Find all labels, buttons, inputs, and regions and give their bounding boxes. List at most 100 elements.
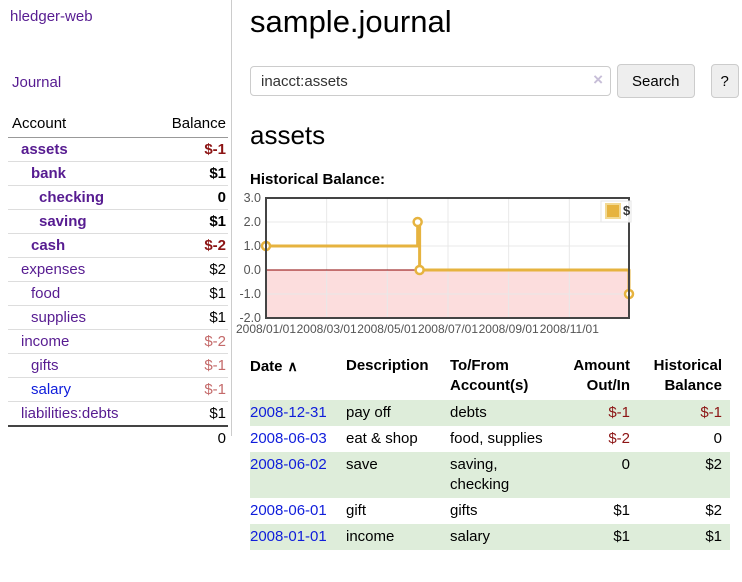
account-balance: $-1 <box>204 141 226 158</box>
chart-point <box>412 216 423 228</box>
table-row: 2008-06-02 save saving, checking 0 $2 <box>250 452 730 498</box>
account-balance: $-1 <box>150 377 228 402</box>
chart-title: Historical Balance: <box>250 171 386 188</box>
date-link[interactable]: 2008-06-01 <box>250 502 327 519</box>
txn-accounts: saving, checking <box>450 456 510 493</box>
legend-swatch <box>605 203 621 219</box>
page-title: sample.journal <box>250 4 452 39</box>
account-balance: $1 <box>150 401 228 426</box>
column-header-description: Description <box>346 357 429 374</box>
search-button[interactable]: Search <box>617 64 695 98</box>
transactions-table: Date ∧ Description To/From Account(s) Amo… <box>250 354 730 550</box>
txn-accounts: salary <box>450 528 491 545</box>
txn-balance: $1 <box>705 528 722 545</box>
y-tick-label: 0.0 <box>244 263 261 277</box>
accounts-table: Account Balance assets $-1 bank $1 check… <box>8 112 228 450</box>
account-balance: $1 <box>150 281 228 306</box>
sidebar-account-salary[interactable]: salary <box>31 381 72 398</box>
txn-balance: $2 <box>705 502 722 519</box>
accounts-header-balance: Balance <box>150 112 228 138</box>
x-tick-label: 2008/09/01 <box>479 322 539 336</box>
txn-balance: $-1 <box>700 404 722 421</box>
x-tick-label: 2008/07/01 <box>418 322 478 336</box>
column-header-amount: Amount Out/In <box>573 357 630 394</box>
account-row: gifts $-1 <box>8 353 228 378</box>
sidebar-account-expenses[interactable]: expenses <box>21 261 86 278</box>
txn-amount: $-2 <box>608 430 630 447</box>
accounts-table-header: Account Balance <box>8 112 228 138</box>
txn-balance: $2 <box>705 456 722 473</box>
account-row: income $-2 <box>8 329 228 354</box>
accounts-total-balance: 0 <box>150 425 228 450</box>
sidebar-account-income[interactable]: income <box>21 333 70 350</box>
account-balance: $1 <box>150 305 228 330</box>
accounts-total-row: 0 <box>8 425 228 450</box>
txn-amount: $-1 <box>608 404 630 421</box>
y-tick-label: 2.0 <box>244 215 261 229</box>
sidebar-account-saving[interactable]: saving <box>39 213 87 230</box>
account-balance: $-1 <box>150 353 228 378</box>
y-tick-label: 1.0 <box>244 239 261 253</box>
sidebar-account-liabilities-debts[interactable]: liabilities:debts <box>21 405 119 422</box>
date-link[interactable]: 2008-06-03 <box>250 430 327 447</box>
x-tick-label: 2008/01/01 <box>236 322 296 336</box>
sidebar-item-journal[interactable]: Journal <box>12 74 62 91</box>
sidebar-account-bank[interactable]: bank <box>31 165 67 182</box>
account-balance: $2 <box>150 257 228 282</box>
txn-balance: 0 <box>713 430 722 447</box>
y-tick-label: -2.0 <box>239 311 261 325</box>
table-row: 2008-01-01 income salary $1 $1 <box>250 524 730 550</box>
sidebar-account-gifts[interactable]: gifts <box>31 357 59 374</box>
table-row: 2008-12-31 pay off debts $-1 $-1 <box>250 400 730 426</box>
txn-description: save <box>346 456 378 473</box>
x-tick-label: 2008/05/01 <box>357 322 417 336</box>
help-button[interactable]: ? <box>710 64 739 98</box>
sidebar-account-supplies[interactable]: supplies <box>31 309 87 326</box>
account-balance: 0 <box>150 185 228 210</box>
search-bar: × Search ? <box>250 64 742 98</box>
date-link[interactable]: 2008-12-31 <box>250 404 327 421</box>
account-row: food $1 <box>8 281 228 306</box>
account-row: supplies $1 <box>8 305 228 330</box>
sidebar-account-assets[interactable]: assets <box>21 141 68 158</box>
search-input[interactable] <box>250 66 611 96</box>
x-tick-label: 2008/11/01 <box>540 322 599 336</box>
legend-label: $ <box>623 203 631 218</box>
txn-description: income <box>346 528 395 545</box>
app-title-link[interactable]: hledger-web <box>10 8 93 25</box>
y-tick-label: -1.0 <box>239 287 261 301</box>
main-content: sample.journal × Search ? assets Histori… <box>233 0 742 550</box>
account-heading: assets <box>250 120 326 150</box>
account-row: expenses $2 <box>8 257 228 282</box>
sidebar: hledger-web Journal Account Balance asse… <box>0 0 232 450</box>
column-header-accounts: To/From Account(s) <box>450 357 529 394</box>
txn-description: pay off <box>346 404 391 421</box>
account-row: cash $-2 <box>8 233 228 258</box>
txn-accounts: debts <box>450 404 487 421</box>
sidebar-account-food[interactable]: food <box>31 285 61 302</box>
clear-search-icon[interactable]: × <box>593 70 603 89</box>
historical-balance-chart: 2008/01/01 2008/03/01 2008/05/01 2008/07/01… <box>236 191 635 336</box>
account-balance: $1 <box>150 209 228 234</box>
account-balance: $-2 <box>150 329 228 354</box>
account-row: assets $-1 <box>8 138 228 162</box>
table-row: 2008-06-03 eat & shop food, supplies $-2… <box>250 426 730 452</box>
plot-border <box>265 197 630 319</box>
txn-description: gift <box>346 502 367 519</box>
sidebar-account-cash[interactable]: cash <box>31 237 66 254</box>
account-balance: $1 <box>150 161 228 186</box>
chart-point <box>414 264 425 276</box>
sidebar-account-checking[interactable]: checking <box>39 189 105 206</box>
y-tick-label: 3.0 <box>244 191 261 205</box>
account-row: salary $-1 <box>8 377 228 402</box>
account-balance: $-2 <box>150 233 228 258</box>
date-link[interactable]: 2008-06-02 <box>250 456 327 473</box>
txn-amount: $1 <box>613 502 630 519</box>
account-row: bank $1 <box>8 161 228 186</box>
column-header-date[interactable]: Date ∧ <box>250 358 298 375</box>
transactions-header-row: Date ∧ Description To/From Account(s) Amo… <box>250 354 730 400</box>
date-link[interactable]: 2008-01-01 <box>250 528 327 545</box>
txn-amount: 0 <box>621 456 630 473</box>
accounts-header-account: Account <box>8 112 151 138</box>
table-row: 2008-06-01 gift gifts $1 $2 <box>250 498 730 524</box>
